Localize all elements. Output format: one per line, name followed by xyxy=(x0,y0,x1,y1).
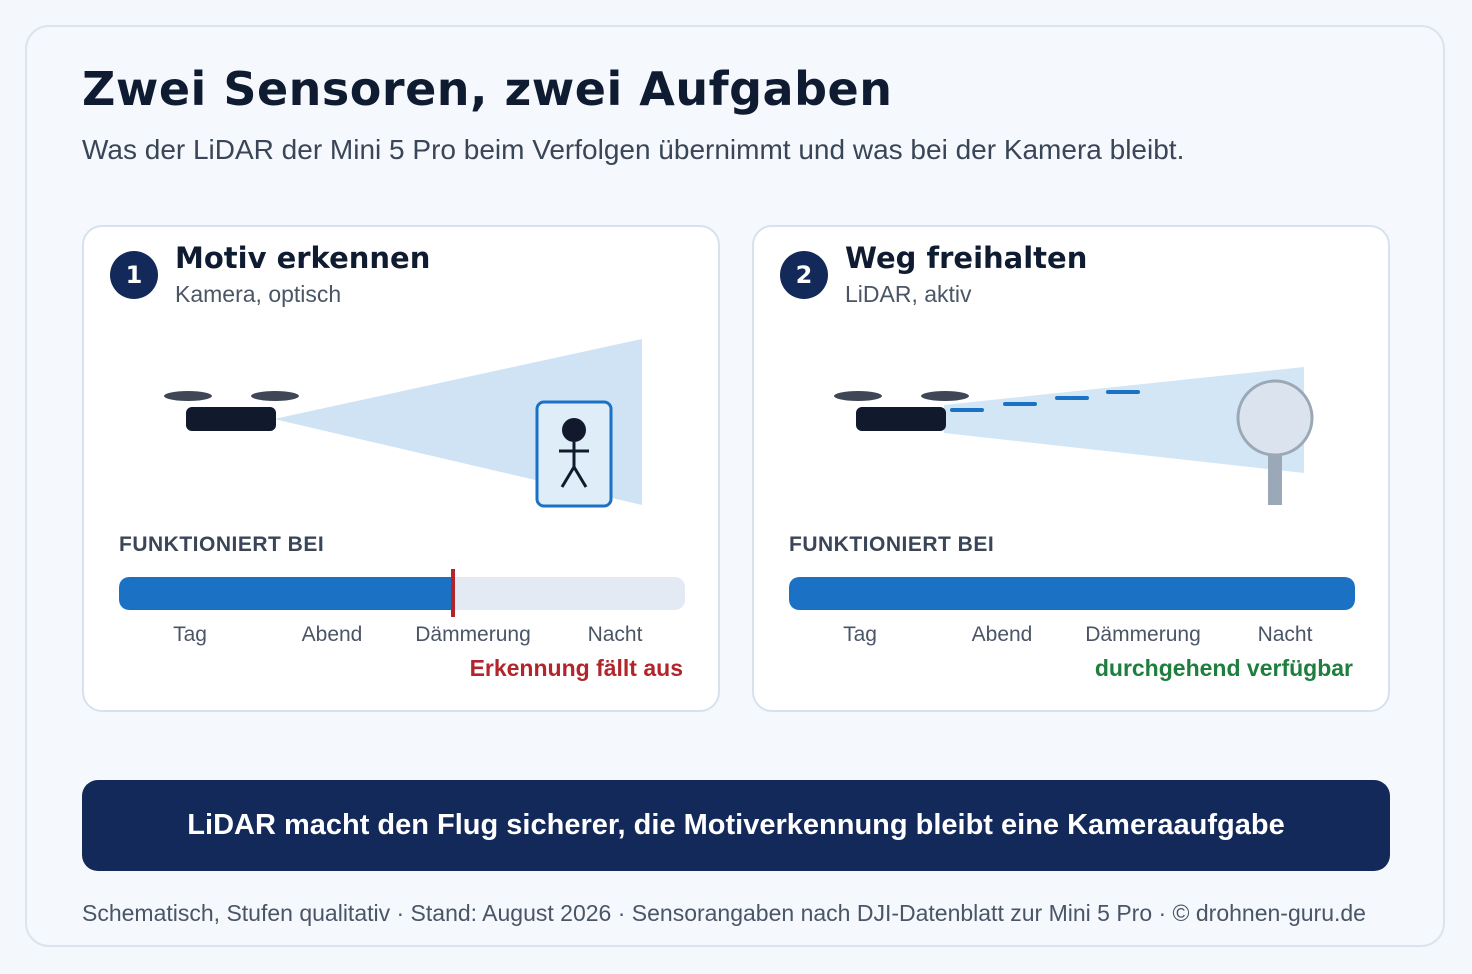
lidar-dash-icon xyxy=(950,390,1140,412)
page-subtitle: Was der LiDAR der Mini 5 Pro beim Verfol… xyxy=(82,134,1185,165)
camera-illustration xyxy=(164,339,642,508)
panel-lidar: 2 Weg freihalten LiDAR, aktiv FUNKTIONIE… xyxy=(752,225,1390,712)
drone-icon xyxy=(164,391,299,431)
availability-bar-fill xyxy=(119,577,453,610)
level-label: Dämmerung xyxy=(415,623,531,646)
works-label: FUNKTIONIERT BEI xyxy=(119,533,325,556)
panel-title: Weg freihalten xyxy=(845,241,1088,275)
status-text: durchgehend verfügbar xyxy=(1094,655,1353,681)
panel-subtitle: Kamera, optisch xyxy=(175,281,342,307)
availability-bar-fill xyxy=(789,577,1355,610)
footer-note: Schematisch, Stufen qualitativ · Stand: … xyxy=(82,900,1366,926)
lidar-illustration xyxy=(834,367,1314,505)
level-label: Abend xyxy=(971,623,1033,646)
step-badge-2: 2 xyxy=(780,251,828,299)
person-icon xyxy=(535,400,613,508)
lidar-beam-icon xyxy=(944,367,1304,473)
panel-subtitle: LiDAR, aktiv xyxy=(845,281,972,307)
page-title: Zwei Sensoren, zwei Aufgaben xyxy=(82,62,893,116)
availability-bar xyxy=(789,577,1355,610)
panel-title: Motiv erkennen xyxy=(175,241,431,275)
level-label: Tag xyxy=(843,623,877,646)
cutoff-marker xyxy=(451,569,455,617)
level-label: Dämmerung xyxy=(1085,623,1201,646)
level-label: Tag xyxy=(173,623,207,646)
step-badge-1: 1 xyxy=(110,251,158,299)
level-label: Abend xyxy=(301,623,363,646)
availability-bar xyxy=(119,577,685,610)
level-label: Nacht xyxy=(1257,623,1313,646)
panel-camera: 1 Motiv erkennen Kamera, optisch FUNKTIO… xyxy=(82,225,720,712)
status-text: Erkennung fällt aus xyxy=(469,655,683,681)
level-label: Nacht xyxy=(587,623,643,646)
conclusion-banner: LiDAR macht den Flug sicherer, die Motiv… xyxy=(82,780,1390,871)
drone-icon xyxy=(834,391,969,431)
obstacle-tree-icon xyxy=(1236,379,1314,505)
works-label: FUNKTIONIERT BEI xyxy=(789,533,995,556)
